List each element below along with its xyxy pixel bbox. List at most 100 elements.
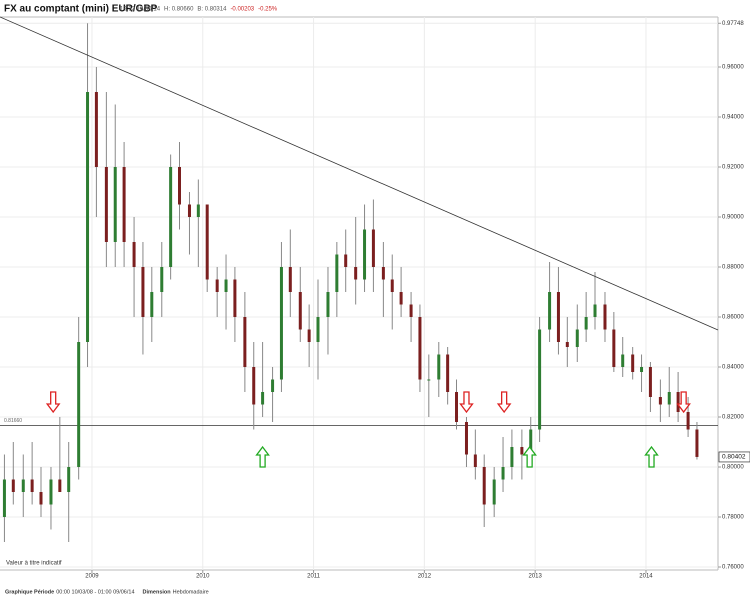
header-info: -0.00203 — [230, 7, 254, 13]
y-tick-label: 0.86000 — [722, 315, 744, 321]
candle-body — [30, 479, 34, 492]
price-box — [718, 451, 750, 463]
footer-label: Dimension — [143, 589, 172, 595]
candle-body — [667, 392, 671, 405]
y-tick-label: 0.88000 — [722, 265, 744, 271]
candle-body — [141, 267, 145, 317]
header-info: -0.25% — [258, 7, 278, 13]
candle-body — [520, 447, 524, 455]
y-tick-label: 0.84000 — [722, 365, 744, 371]
y-tick-label: 0.90000 — [722, 215, 744, 221]
candle-body — [205, 204, 209, 280]
candle-body — [252, 367, 256, 405]
candle-body — [261, 392, 265, 405]
candle-body — [279, 267, 283, 380]
reference-label: 0.81660 — [4, 418, 22, 424]
candle-body — [501, 467, 505, 480]
candle-body — [224, 279, 228, 292]
candle-body — [437, 354, 441, 380]
signal-arrow — [255, 445, 270, 468]
candle-body — [427, 379, 431, 381]
candle-body — [243, 317, 247, 367]
candle-body — [11, 479, 15, 492]
candle-body — [575, 329, 579, 347]
candle-body — [196, 204, 200, 217]
candle-body — [631, 354, 635, 372]
footer-text: Hebdomadaire — [173, 589, 209, 595]
candle-body — [67, 467, 71, 492]
candle-body — [482, 467, 486, 505]
candle-body — [233, 279, 237, 317]
chart-title: FX au comptant (mini) EUR/GBP — [4, 4, 158, 15]
candle-body — [648, 367, 652, 397]
disclaimer: Valeur à titre indicatif — [6, 561, 62, 567]
x-tick-label: 2009 — [85, 574, 99, 580]
x-tick-label: 2010 — [196, 574, 210, 580]
y-tick-label: 0.76000 — [722, 565, 744, 571]
candle-body — [104, 167, 108, 242]
candle-body — [122, 167, 126, 242]
candle-body — [2, 479, 6, 517]
candle-body — [363, 229, 367, 280]
signal-arrow — [496, 391, 512, 414]
candle-body — [132, 242, 136, 267]
candle-body — [49, 479, 53, 505]
candle-body — [686, 412, 690, 430]
candle-body — [603, 304, 607, 330]
candle-body — [307, 329, 311, 342]
candle-body — [271, 379, 275, 392]
candle-body — [464, 422, 468, 455]
signal-arrow — [45, 391, 61, 414]
candle-body — [548, 292, 552, 330]
candle-body — [695, 429, 699, 457]
candle-body — [418, 317, 422, 380]
candle-body — [565, 342, 569, 347]
y-tick-label: 0.97748 — [722, 21, 744, 27]
y-tick-label: 0.78000 — [722, 515, 744, 521]
trendline — [0, 16, 719, 331]
candle-body — [94, 92, 98, 167]
candle-body — [556, 292, 560, 342]
candle-body — [621, 354, 625, 367]
candle-body — [215, 279, 219, 292]
candle-body — [473, 454, 477, 467]
x-tick-label: 2013 — [528, 574, 542, 580]
y-tick-label: 0.80000 — [722, 465, 744, 471]
price-label: 0.80402 — [722, 454, 746, 461]
header-info: B: 0.80314 — [197, 7, 227, 13]
candle-body — [371, 229, 375, 267]
y-tick-label: 0.92000 — [722, 165, 744, 171]
signal-arrow — [644, 445, 659, 468]
candle-body — [113, 167, 117, 242]
candle-body — [326, 292, 330, 317]
candle-body — [381, 267, 385, 280]
candle-body — [399, 292, 403, 305]
candle-body — [354, 267, 358, 280]
candle-body — [344, 254, 348, 267]
signal-arrow — [522, 445, 537, 468]
footer-label: Graphique Période — [5, 589, 54, 595]
candle-body — [640, 367, 644, 372]
candle-body — [538, 329, 542, 430]
candle-body — [39, 492, 43, 505]
candle-body — [86, 92, 90, 342]
candle-body — [658, 397, 662, 405]
candle-body — [510, 447, 514, 467]
candle-body — [409, 304, 413, 317]
candle-body — [455, 392, 459, 422]
candle-body — [160, 267, 164, 292]
candle-body — [77, 342, 81, 467]
candle-body — [58, 479, 62, 492]
candle-body — [390, 279, 394, 292]
header-info: 19:32 12/06/14 — [120, 7, 161, 13]
candle-body — [529, 429, 533, 455]
candle-body — [316, 317, 320, 342]
candle-body — [187, 204, 191, 217]
y-tick-label: 0.96000 — [722, 65, 744, 71]
candle-body — [21, 479, 25, 492]
candle-body — [612, 329, 616, 367]
candle-body — [446, 354, 450, 392]
